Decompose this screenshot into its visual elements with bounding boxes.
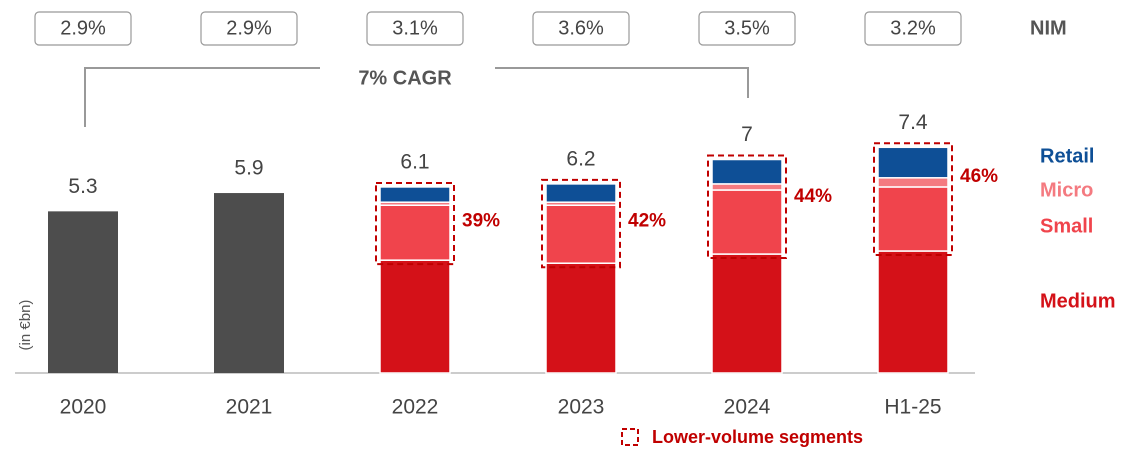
lower-volume-box: [873, 142, 953, 256]
bar-segment: [711, 253, 783, 374]
legend-label: Retail: [1040, 145, 1094, 167]
bar-segment: [877, 186, 949, 252]
bar-segment: [545, 262, 617, 374]
nim-label: NIM: [1030, 17, 1067, 39]
bar-segment: [711, 183, 783, 191]
total-label: 6.1: [400, 150, 429, 173]
legend-swatch: [621, 428, 639, 446]
nim-value: 3.2%: [890, 17, 936, 39]
total-label: 5.3: [68, 175, 97, 198]
bar-segment: [214, 193, 284, 373]
x-tick-label: 2020: [60, 396, 107, 419]
bar-segment: [545, 183, 617, 203]
nim-box: [200, 11, 298, 46]
nim-box: [366, 11, 464, 46]
total-label: 7: [741, 123, 753, 146]
nim-value: 3.5%: [724, 17, 770, 39]
legend-label: Micro: [1040, 179, 1093, 201]
legend-label: Small: [1040, 215, 1093, 237]
share-label: 46%: [960, 166, 998, 187]
bar-segment: [711, 158, 783, 185]
x-tick-label: 2021: [226, 396, 273, 419]
total-label: 5.9: [234, 157, 263, 180]
nim-box: [698, 11, 796, 46]
nim-value: 2.9%: [60, 17, 106, 39]
x-tick-label: H1-25: [884, 396, 941, 419]
total-label: 7.4: [898, 111, 928, 134]
nim-box: [34, 11, 132, 46]
lower-volume-box: [541, 178, 621, 269]
bar-segment: [545, 204, 617, 264]
share-label: 39%: [462, 211, 500, 232]
cagr-annotation: 7% CAGR: [358, 67, 452, 89]
x-tick-label: 2024: [724, 396, 771, 419]
share-label: 44%: [794, 186, 832, 207]
bar-segment: [877, 177, 949, 188]
bar-segment: [877, 146, 949, 179]
bar-segment: [877, 250, 949, 374]
nim-value: 3.6%: [558, 17, 604, 39]
cagr-bracket: [84, 67, 320, 127]
legend-label: Lower-volume segments: [652, 427, 863, 447]
x-tick-label: 2022: [392, 396, 439, 419]
bar-segment: [48, 211, 118, 373]
nim-value: 3.1%: [392, 17, 438, 39]
cagr-bracket: [495, 67, 749, 98]
nim-value: 2.9%: [226, 17, 272, 39]
nim-box: [864, 11, 962, 46]
total-label: 6.2: [566, 147, 595, 170]
bar-segment: [379, 204, 451, 261]
bar-segment: [711, 189, 783, 255]
y-axis-label: (in €bn): [17, 300, 34, 351]
nim-box: [532, 11, 630, 46]
bar-segment: [379, 259, 451, 374]
legend-label: Medium: [1040, 290, 1116, 312]
share-label: 42%: [628, 211, 666, 232]
x-tick-label: 2023: [558, 396, 605, 419]
bar-segment: [379, 186, 451, 203]
